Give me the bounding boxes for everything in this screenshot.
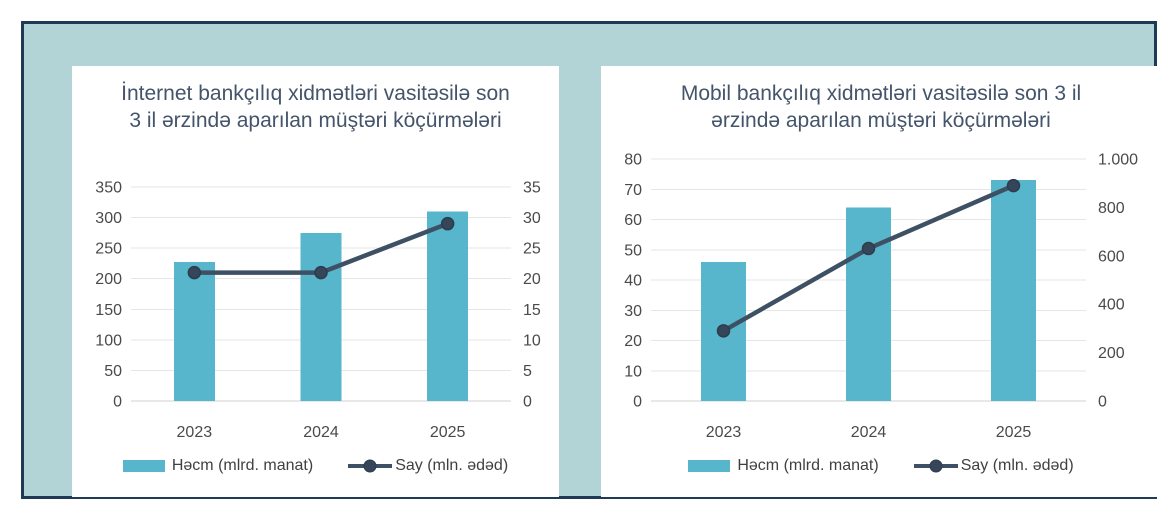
left-axis-tick-label: 50: [624, 242, 642, 259]
right-axis-tick-label: 20: [523, 271, 541, 288]
left-axis-tick-label: 80: [624, 152, 642, 169]
category-label-2025: 2025: [430, 424, 466, 441]
category-label-2025: 2025: [996, 424, 1032, 441]
bar-2024: [846, 207, 891, 401]
legend-item-count: Say (mln. ədəd): [347, 457, 508, 475]
line-point-2024: [314, 265, 328, 280]
left-axis-tick-label: 60: [624, 212, 642, 229]
category-label-2023: 2023: [177, 424, 213, 441]
left-axis-tick-label: 250: [95, 241, 122, 258]
left-axis-tick-label: 200: [95, 271, 122, 288]
line-series-swatch: [913, 459, 958, 473]
left-axis-tick-label: 30: [624, 303, 642, 320]
right-axis-tick-label: 0: [523, 394, 532, 411]
left-axis-tick-label: 100: [95, 332, 122, 349]
left-axis-tick-label: 0: [633, 394, 642, 411]
bar-2023: [173, 262, 215, 401]
legend-item-count: Say (mln. ədəd): [913, 457, 1074, 475]
bar-2024: [300, 232, 342, 401]
mobile-banking-chart-panel: Mobil bankçılıq xidmətləri vasitəsilə so…: [601, 66, 1161, 497]
right-axis-tick-label: 30: [523, 210, 541, 227]
right-axis-tick-label: 25: [523, 241, 541, 258]
left-axis-tick-label: 20: [624, 333, 642, 350]
left-axis-tick-label: 150: [95, 302, 122, 319]
left-axis-tick-label: 10: [624, 363, 642, 380]
legend-item-volume: Həcm (mlrd. manat): [122, 457, 314, 475]
left-axis-tick-label: 0: [113, 394, 122, 411]
bar-2025: [427, 211, 469, 401]
legend-label-count: Say (mln. ədəd): [395, 457, 509, 474]
right-axis-tick-label: 10: [523, 332, 541, 349]
bar-series-swatch: [122, 460, 165, 472]
category-label-2024: 2024: [851, 424, 887, 441]
legend-item-volume: Həcm (mlrd. manat): [688, 457, 879, 475]
right-axis-tick-label: 1.000: [1098, 152, 1138, 169]
right-axis-tick-label: 400: [1098, 297, 1125, 314]
right-axis-tick-label: 0: [1098, 394, 1107, 411]
right-axis-tick-label: 800: [1098, 200, 1125, 217]
legend-label-count: Say (mln. ədəd): [960, 457, 1074, 474]
chart-legend: Həcm (mlrd. manat) Say (mln. ədəd): [601, 457, 1161, 475]
right-axis-tick-label: 15: [523, 302, 541, 319]
legend-label-volume: Həcm (mlrd. manat): [171, 457, 314, 474]
bar-2025: [991, 180, 1036, 401]
line-point-2023: [187, 265, 202, 280]
chart-legend: Həcm (mlrd. manat) Say (mln. ədəd): [72, 457, 559, 475]
report-frame: İnternet bankçılıq xidmətləri vasitəsilə…: [21, 21, 1161, 499]
line-point-2025: [1006, 178, 1021, 193]
left-axis-tick-label: 300: [95, 210, 122, 227]
line-point-2024: [861, 241, 876, 256]
right-axis-tick-label: 600: [1098, 248, 1125, 265]
right-axis-tick-label: 35: [523, 180, 541, 197]
legend-label-volume: Həcm (mlrd. manat): [737, 457, 879, 474]
chart-title: Mobil bankçılıq xidmətləri vasitəsilə so…: [680, 82, 1082, 133]
bar-series-swatch: [688, 460, 731, 472]
category-label-2024: 2024: [303, 424, 339, 441]
chart-title: İnternet bankçılıq xidmətləri vasitəsilə…: [121, 82, 510, 133]
line-point-2023: [716, 324, 731, 338]
line-series-swatch: [348, 459, 393, 473]
category-label-2023: 2023: [706, 424, 742, 441]
right-axis-tick-label: 200: [1098, 345, 1125, 362]
left-axis-tick-label: 350: [95, 180, 122, 197]
left-axis-tick-label: 50: [104, 363, 122, 380]
left-axis-tick-label: 70: [624, 182, 642, 199]
line-point-2025: [440, 216, 455, 231]
internet-banking-chart-panel: İnternet bankçılıq xidmətləri vasitəsilə…: [72, 66, 559, 497]
left-axis-tick-label: 40: [624, 273, 642, 290]
right-axis-tick-label: 5: [523, 363, 532, 380]
